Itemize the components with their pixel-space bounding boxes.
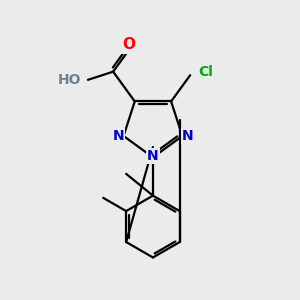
Text: N: N: [147, 149, 159, 163]
Text: N: N: [112, 129, 124, 143]
Text: HO: HO: [58, 73, 82, 87]
Text: Cl: Cl: [198, 65, 213, 79]
Text: O: O: [122, 38, 135, 52]
Text: N: N: [182, 129, 194, 143]
